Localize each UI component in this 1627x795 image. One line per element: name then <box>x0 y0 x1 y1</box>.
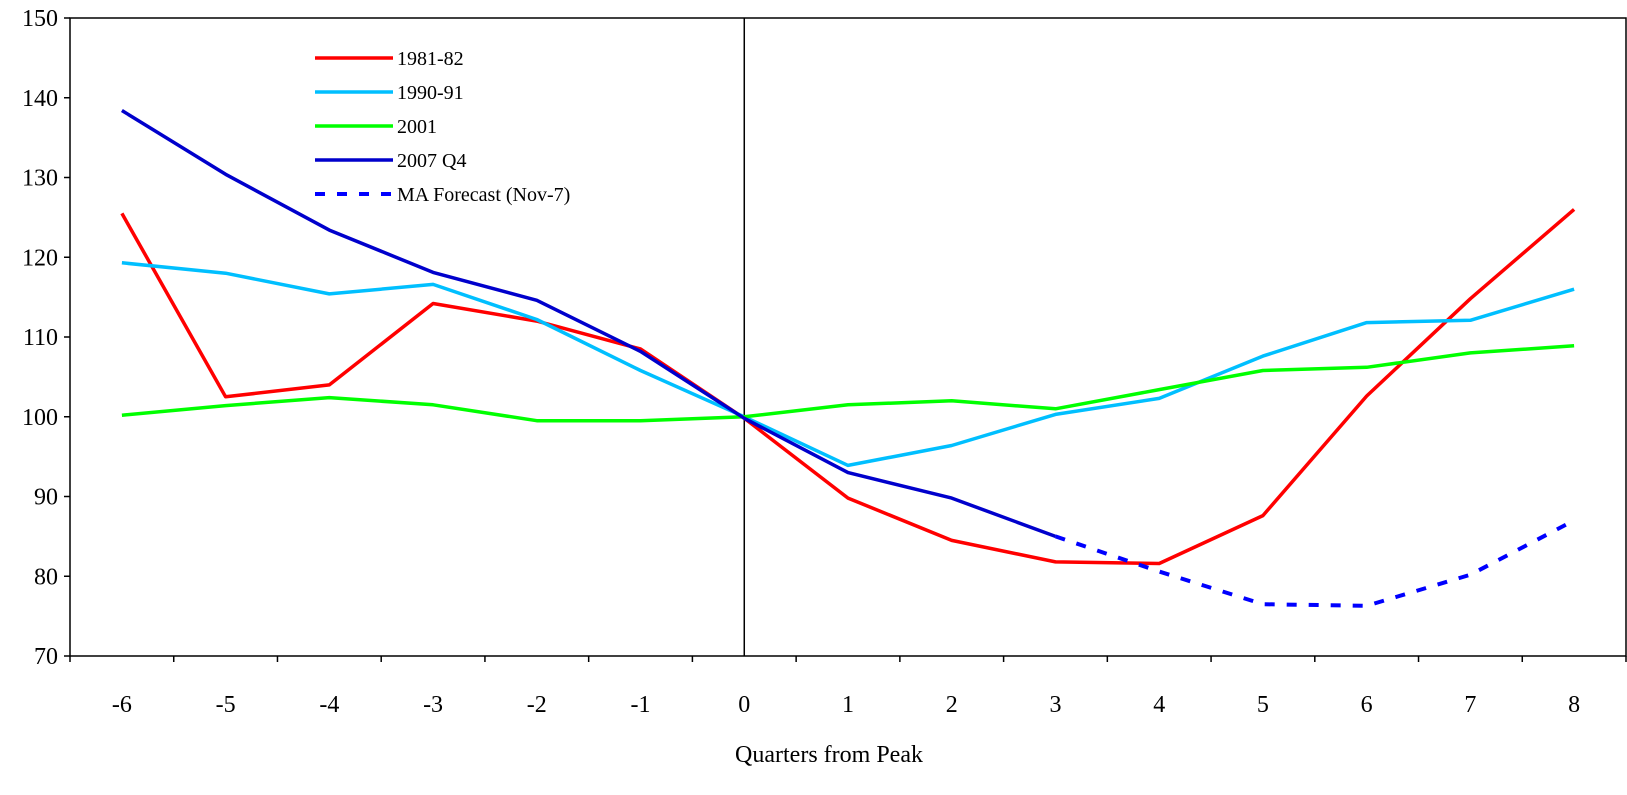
series-lines <box>120 109 1576 608</box>
x-axis-label: Quarters from Peak <box>735 742 923 768</box>
legend-label: 2001 <box>397 116 437 138</box>
x-tick-label: 1 <box>842 692 854 718</box>
x-tick-label: 5 <box>1257 692 1269 718</box>
x-tick-label: -3 <box>423 692 443 718</box>
x-tick-label: -4 <box>319 692 339 718</box>
y-tick-label: 140 <box>22 86 58 112</box>
series-line-2001 <box>121 344 1575 423</box>
x-tick-label: -5 <box>216 692 236 718</box>
x-tick-label: -2 <box>527 692 547 718</box>
x-axis-ticks: -6 -5 -4 -3 -2 -1 0 1 2 3 4 5 6 7 8 <box>69 656 1627 718</box>
plot-area <box>69 17 1627 657</box>
x-tick-label: 7 <box>1464 692 1476 718</box>
y-tick-label: 130 <box>22 166 58 192</box>
legend-label: 1990-91 <box>397 82 464 104</box>
x-tick-label: 0 <box>738 692 750 718</box>
x-tick-label: 6 <box>1361 692 1373 718</box>
series-line-1981-82 <box>120 208 1576 566</box>
series-line-ma-forecast-nov-7 <box>1054 518 1576 608</box>
legend-label: MA Forecast (Nov-7) <box>397 184 570 206</box>
series-line-1990-91 <box>121 261 1575 468</box>
y-tick-label: 100 <box>22 405 58 431</box>
y-tick-label: 110 <box>23 325 58 351</box>
legend: 1981-82 1990-91 2001 2007 Q4 MA Forecast (No… <box>315 48 570 206</box>
x-tick-label: -6 <box>112 692 132 718</box>
x-tick-label: 4 <box>1153 692 1165 718</box>
y-tick-label: 80 <box>34 564 58 590</box>
legend-label: 1981-82 <box>397 48 464 70</box>
x-tick-label: 3 <box>1049 692 1061 718</box>
y-tick-label: 70 <box>34 644 58 670</box>
series-line-2007-q4 <box>120 109 1057 539</box>
y-tick-label: 90 <box>34 485 58 511</box>
x-tick-label: -1 <box>631 692 651 718</box>
x-tick-label: 2 <box>946 692 958 718</box>
y-tick-label: 150 <box>22 6 58 32</box>
x-tick-label: 8 <box>1568 692 1580 718</box>
legend-label: 2007 Q4 <box>397 150 466 172</box>
y-axis-ticks: 70 80 90 100 110 120 130 140 150 <box>22 6 70 670</box>
y-tick-label: 120 <box>22 245 58 271</box>
